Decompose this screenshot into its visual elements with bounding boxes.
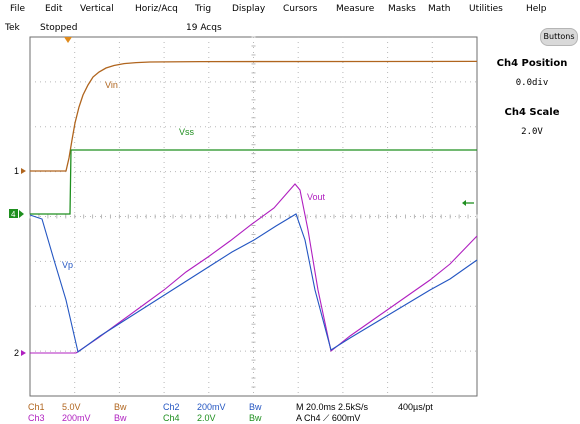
ch4-marker-label: 4: [11, 210, 16, 219]
side-panel: Buttons Ch4 Position 0.0div Ch4 Scale 2.…: [484, 22, 580, 222]
ch3-bandwidth: Bw: [114, 413, 127, 423]
menu-masks[interactable]: Masks: [388, 4, 416, 14]
menu-vertical[interactable]: Vertical: [80, 4, 114, 14]
brand-label: Tek: [5, 23, 20, 33]
menu-cursors[interactable]: Cursors: [283, 4, 318, 14]
trigger-readout[interactable]: A Ch4 ⟋ 600mV: [296, 413, 361, 423]
ch1-readout-label[interactable]: Ch1: [28, 402, 45, 412]
ch2-scale[interactable]: 200mV: [197, 402, 226, 412]
ch2-bandwidth: Bw: [249, 402, 262, 412]
ch4-bandwidth: Bw: [249, 413, 262, 423]
ch3-waveform: [30, 183, 478, 354]
vss-label: Vss: [179, 127, 195, 137]
menu-measure[interactable]: Measure: [336, 4, 375, 14]
ch2-marker-arrow: [21, 350, 26, 356]
trigger-position-marker[interactable]: [64, 37, 72, 43]
run-state: Stopped: [40, 23, 78, 33]
menu-trig[interactable]: Trig: [195, 4, 212, 14]
ch4-scale-value[interactable]: 2.0V: [521, 127, 543, 137]
graticule: [29, 36, 478, 397]
ch4-waveform: [30, 149, 477, 215]
acquisition-status-bar: Tek Stopped 19 Acqs: [0, 21, 480, 35]
ch4-ground-marker[interactable]: [9, 209, 18, 218]
vin-label: Vin: [105, 80, 118, 90]
menu-math[interactable]: Math: [428, 4, 451, 14]
vp-label: Vp: [62, 260, 73, 270]
ch1-bandwidth: Bw: [114, 402, 127, 412]
timebase-readout[interactable]: M 20.0ms 2.5kS/s: [296, 402, 369, 412]
ch1-scale[interactable]: 5.0V: [62, 402, 81, 412]
ch4-marker-arrow: [19, 210, 24, 218]
ch4-scale-title: Ch4 Scale: [504, 107, 560, 118]
ch1-marker-arrow: [21, 168, 26, 174]
resolution-readout[interactable]: 400µs/pt: [398, 402, 433, 412]
ch4-position-value[interactable]: 0.0div: [515, 78, 549, 88]
acquisition-count: 19 Acqs: [186, 23, 222, 33]
ch4-scale[interactable]: 2.0V: [197, 413, 216, 423]
menu-bar: File Edit Vertical Horiz/Acq Trig Displa…: [0, 0, 580, 18]
menu-edit[interactable]: Edit: [45, 4, 63, 14]
trigger-level-arrow-icon[interactable]: [462, 200, 466, 206]
ch2-readout-label[interactable]: Ch2: [163, 402, 180, 412]
ch4-position-title: Ch4 Position: [496, 58, 568, 69]
ch1-ground-marker[interactable]: 1: [14, 166, 19, 176]
ch3-scale[interactable]: 200mV: [62, 413, 91, 423]
ch4-readout-label[interactable]: Ch4: [163, 413, 180, 423]
menu-display[interactable]: Display: [232, 4, 266, 14]
menu-help[interactable]: Help: [526, 4, 547, 14]
menu-file[interactable]: File: [10, 4, 26, 14]
ch2-ground-marker[interactable]: 2: [14, 348, 19, 358]
ch2-waveform: [29, 213, 478, 353]
menu-horiz-acq[interactable]: Horiz/Acq: [135, 4, 178, 14]
vout-label: Vout: [307, 192, 326, 202]
ch3-readout-label[interactable]: Ch3: [28, 413, 45, 423]
ch1-waveform: [30, 60, 478, 172]
buttons-toggle[interactable]: Buttons: [540, 28, 578, 46]
menu-utilities[interactable]: Utilities: [469, 4, 503, 14]
